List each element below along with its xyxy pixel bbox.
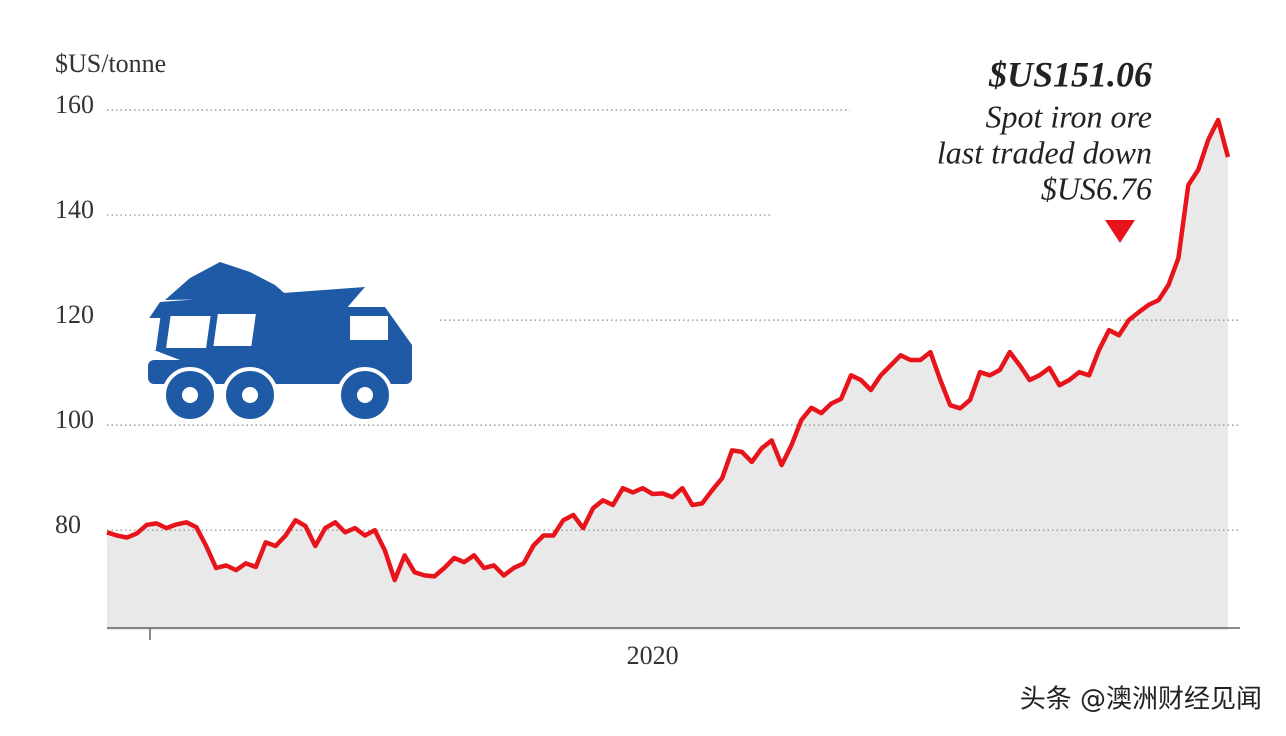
y-tick-label: 100	[55, 405, 94, 434]
y-tick-label: 140	[55, 195, 94, 224]
y-tick-label: 80	[55, 510, 81, 539]
y-tick-label: 160	[55, 90, 94, 119]
annotation-text: last traded down	[937, 134, 1152, 170]
price-line	[106, 117, 1231, 583]
truck-icon	[115, 262, 412, 423]
watermark: 头条 @澳洲财经见闻	[1020, 685, 1262, 715]
y-tick-label: 120	[55, 300, 94, 329]
plot	[106, 109, 1240, 640]
annotation-marker	[1105, 220, 1135, 243]
annotation-text: Spot iron ore	[985, 98, 1152, 134]
area-fill	[107, 120, 1228, 630]
x-tick-label: 2020	[627, 641, 679, 670]
annotation-text: $US6.76	[1041, 170, 1152, 206]
annotation-price: $US151.06	[988, 54, 1152, 94]
y-axis-label: $US/tonne	[55, 49, 166, 78]
